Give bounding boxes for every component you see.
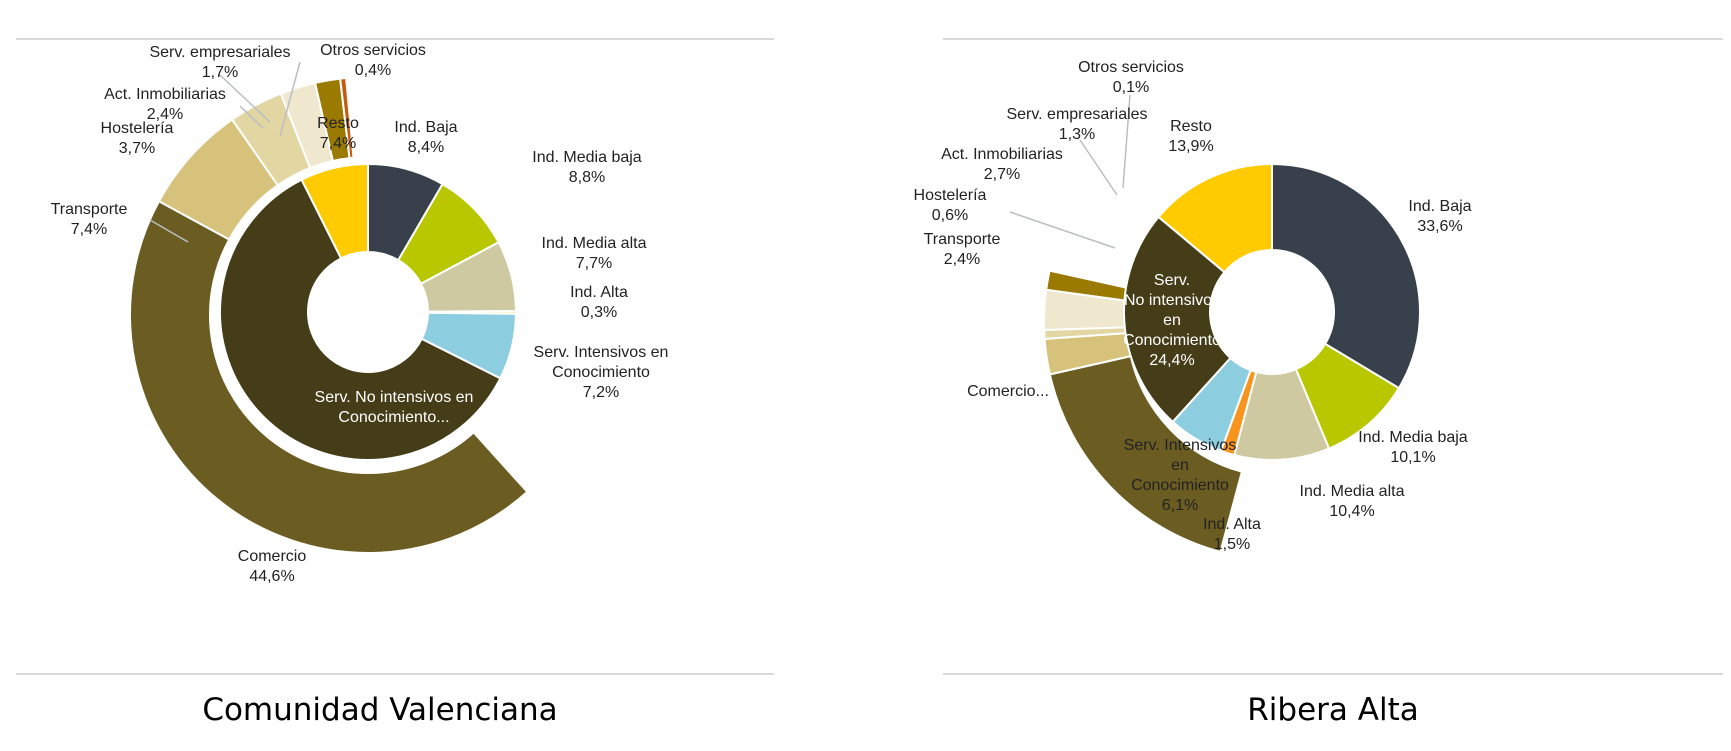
main-slice-ind-baja [1271,162,1421,390]
leader-line [239,105,264,129]
data-label-serv-no-intensivos-en-conocimiento: Serv. No intensivos en Conocimiento 24,4% [1123,272,1221,369]
data-label-ind-baja: Ind. Baja 8,4% [394,119,457,156]
data-label-ind-media-alta: Ind. Media alta 7,7% [542,235,647,272]
chart-panel-comunidad-valenciana: Ind. Baja 8,4% Ind. Media baja 8,8% Ind. Med… [0,0,865,751]
data-label-ind-media-baja: Ind. Media baja 10,1% [1358,429,1468,466]
data-label-resto: Resto 7,4% [317,115,359,152]
data-label-serv-empresariales: Serv. empresariales 1,3% [1006,106,1147,143]
chart-title: Ribera Alta [1247,692,1419,728]
data-label-ind-media-baja: Ind. Media baja 8,8% [532,149,642,186]
data-label-ind-baja: Ind. Baja 33,6% [1408,198,1471,235]
bottom-rule [16,673,774,675]
data-label-comercio: Comercio... [967,383,1049,400]
pie-of-pie-chart: Ind. Baja 33,6% Ind. Media baja 10,1% Ind. M… [914,59,1472,554]
main-slice-resto [300,162,369,260]
data-label-serv-empresariales: Serv. empresariales 1,7% [149,44,290,81]
chart-panel-ribera-alta: Ind. Baja 33,6% Ind. Media baja 10,1% Ind. M… [865,0,1731,751]
data-label-act-inmobiliarias: Act. Inmobiliarias 2,4% [104,86,226,123]
leader-line [1122,94,1131,189]
leader-line [1009,211,1116,249]
data-label-comercio: Comercio 44,6% [238,548,307,585]
data-label-otros-servicios: Otros servicios 0,4% [320,42,426,79]
data-label-serv-intensivos-en-conocimiento: Serv. Intensivos en Conocimiento 6,1% [1124,437,1237,514]
data-label-ind-media-alta: Ind. Media alta 10,4% [1300,483,1405,520]
main-slice-serv-no-intensivos-en-conocimiento [1123,215,1232,424]
data-label-ind-alta: Ind. Alta 1,5% [1203,516,1261,553]
leader-line [149,219,189,243]
top-rule [943,38,1723,40]
bottom-rule [943,673,1723,675]
data-label-hosteler-a: Hostelería 3,7% [101,120,174,157]
top-rule [16,38,774,40]
data-label-resto: Resto 13,9% [1168,118,1213,155]
data-label-transporte: Transporte 7,4% [51,201,128,238]
leader-line [1079,139,1118,196]
data-label-serv-intensivos-en-conocimiento: Serv. Intensivos en Conocimiento 7,2% [534,344,669,401]
data-label-transporte: Transporte 2,4% [924,231,1001,268]
data-label-otros-servicios: Otros servicios 0,1% [1078,59,1184,96]
breakdown-slice-comercio [129,199,529,554]
leader-line [219,74,271,123]
chart-title: Comunidad Valenciana [202,692,558,728]
data-label-hosteler-a: Hostelería 0,6% [914,187,987,224]
data-label-act-inmobiliarias: Act. Inmobiliarias 2,7% [941,146,1063,183]
data-label-serv-no-intensivos-en-conocimiento: Serv. No intensivos en Conocimiento... [315,389,474,426]
leader-line [279,61,301,137]
data-label-ind-alta: Ind. Alta 0,3% [570,284,628,321]
breakdown-slice-otros-servicios [339,76,355,160]
pie-of-pie-chart: Ind. Baja 8,4% Ind. Media baja 8,8% Ind. Med… [51,42,669,585]
main-slice-serv-no-intensivos-en-conocimiento [219,178,502,461]
main-slice-resto [1157,162,1273,274]
